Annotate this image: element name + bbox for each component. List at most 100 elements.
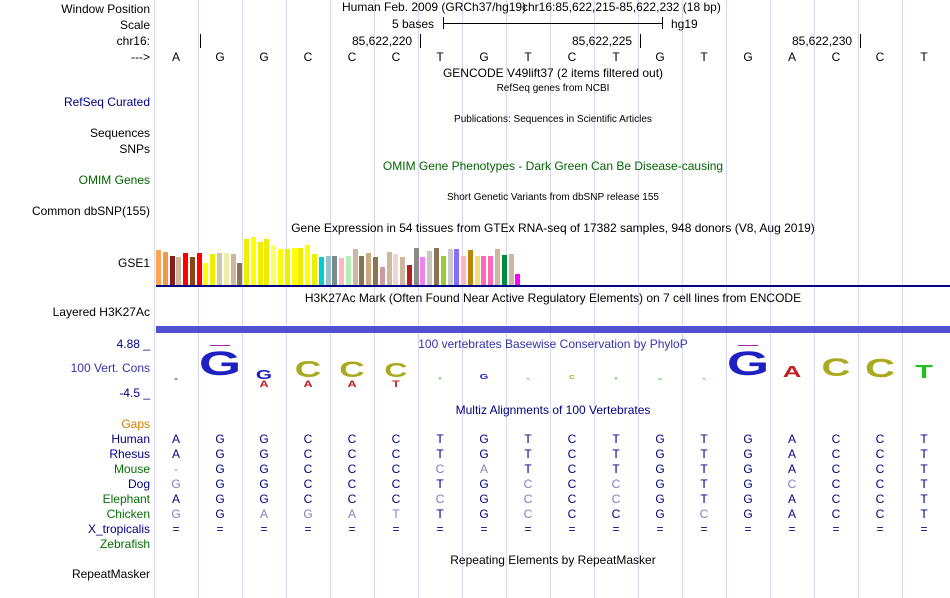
phylop-column[interactable]: C — [556, 347, 588, 383]
gtex-bar[interactable] — [332, 256, 338, 285]
label-common-dbsnp[interactable]: Common dbSNP(155) — [31, 204, 150, 218]
gtex-bar[interactable] — [406, 265, 412, 285]
phylop-track-title[interactable]: 100 vertebrates Basewise Conservation by… — [418, 337, 688, 351]
gtex-bar[interactable] — [386, 252, 392, 285]
gtex-bar[interactable] — [189, 257, 195, 285]
gtex-bar[interactable] — [508, 254, 514, 285]
gtex-bar[interactable] — [176, 257, 182, 285]
gtex-bar[interactable] — [339, 258, 345, 285]
gtex-bar[interactable] — [400, 257, 406, 285]
label-sequences[interactable]: Sequences — [89, 126, 150, 140]
phylop-column[interactable]: T — [512, 347, 544, 383]
browser-track-area[interactable]: Human Feb. 2009 (GRCh37/hg19) chr16:85,6… — [154, 0, 950, 598]
gtex-bar[interactable] — [250, 237, 256, 285]
gtex-bar[interactable] — [352, 249, 358, 285]
gtex-bar[interactable] — [427, 251, 433, 285]
omim-track-title[interactable]: OMIM Gene Phenotypes - Dark Green Can Be… — [382, 159, 724, 173]
phylop-column[interactable]: T — [908, 347, 940, 383]
gtex-bar[interactable] — [488, 256, 494, 285]
gtex-bar[interactable] — [366, 253, 372, 285]
phylop-column[interactable]: C — [864, 347, 896, 383]
label-repeatmasker[interactable]: RepeatMasker — [71, 567, 150, 581]
gtex-bar[interactable] — [244, 239, 250, 285]
species-label[interactable]: Mouse — [113, 462, 150, 476]
gtex-bar[interactable] — [447, 249, 453, 285]
gtex-bar[interactable] — [298, 248, 304, 285]
label-refseq-curated[interactable]: RefSeq Curated — [63, 95, 150, 109]
species-label[interactable]: X_tropicalis — [87, 522, 150, 536]
species-label[interactable]: Zebrafish — [99, 537, 150, 551]
gtex-bar[interactable] — [359, 256, 365, 285]
species-label[interactable]: Human — [111, 432, 150, 446]
h3k27ac-signal[interactable] — [156, 326, 950, 333]
gtex-bar[interactable] — [515, 274, 521, 285]
gtex-bar[interactable] — [461, 256, 467, 285]
label-gaps[interactable]: Gaps — [121, 417, 150, 431]
phylop-column[interactable]: C — [820, 347, 852, 383]
gtex-bar[interactable] — [183, 253, 189, 285]
gtex-bar[interactable] — [196, 253, 202, 285]
gtex-bar[interactable] — [433, 248, 439, 285]
phylop-column[interactable]: G — [727, 345, 769, 383]
h3k27ac-track-title[interactable]: H3K27Ac Mark (Often Found Near Active Re… — [304, 291, 802, 305]
gtex-bar[interactable] — [210, 254, 216, 285]
gtex-bar[interactable] — [325, 256, 331, 285]
phylop-column[interactable]: G — [199, 345, 241, 383]
gtex-bar[interactable] — [495, 249, 500, 285]
gtex-bar[interactable] — [162, 252, 168, 285]
dbsnp-track-title[interactable]: Short Genetic Variants from dbSNP releas… — [447, 192, 659, 203]
gtex-bar[interactable] — [318, 257, 324, 285]
phylop-column[interactable]: G — [644, 347, 676, 383]
gtex-bar[interactable] — [284, 249, 290, 285]
label-snps[interactable]: SNPs — [119, 142, 150, 156]
gtex-bar[interactable] — [257, 242, 263, 285]
gtex-bar[interactable] — [156, 250, 161, 285]
gencode-track-title[interactable]: GENCODE V49lift37 (2 items filtered out) — [442, 66, 664, 80]
gtex-bar[interactable] — [501, 255, 507, 285]
species-label[interactable]: Chicken — [106, 507, 150, 521]
gtex-bar[interactable] — [474, 256, 480, 285]
gtex-bar[interactable] — [420, 257, 426, 285]
gtex-bar[interactable] — [264, 239, 270, 285]
phylop-column[interactable]: A — [776, 347, 808, 383]
gtex-bar[interactable] — [440, 256, 446, 285]
phylop-column[interactable]: T — [600, 347, 632, 383]
gtex-bar[interactable] — [223, 253, 229, 285]
phylop-column[interactable]: A — [160, 347, 192, 383]
phylop-column[interactable]: T — [688, 347, 720, 383]
gtex-bar[interactable] — [278, 249, 284, 285]
refseq-track-title[interactable]: RefSeq genes from NCBI — [496, 83, 610, 94]
gtex-bar[interactable] — [372, 257, 378, 285]
gtex-bar[interactable] — [379, 267, 385, 285]
gtex-track-title[interactable]: Gene Expression in 54 tissues from GTEx … — [291, 221, 815, 235]
gtex-bar[interactable] — [217, 253, 223, 285]
gtex-bar[interactable] — [345, 256, 351, 285]
gtex-bar[interactable] — [237, 263, 243, 285]
gtex-bar[interactable] — [393, 254, 399, 285]
gtex-bar[interactable] — [291, 248, 297, 285]
gtex-bar[interactable] — [481, 256, 487, 285]
species-label[interactable]: Dog — [127, 477, 150, 491]
multiz-track-title[interactable]: Multiz Alignments of 100 Vertebrates — [455, 403, 651, 417]
label-gse1[interactable]: GSE1 — [117, 256, 150, 270]
gtex-bar[interactable] — [454, 249, 460, 285]
label-omim-genes[interactable]: OMIM Genes — [78, 173, 150, 187]
gtex-bar[interactable] — [169, 256, 175, 285]
label-100-vert-cons[interactable]: 100 Vert. Cons — [70, 361, 150, 375]
label-layered-h3k27ac[interactable]: Layered H3K27Ac — [52, 305, 150, 319]
gtex-bar[interactable] — [305, 245, 311, 285]
gtex-bar[interactable] — [311, 254, 317, 285]
gtex-bar[interactable] — [467, 250, 473, 285]
repeatmasker-track-title[interactable]: Repeating Elements by RepeatMasker — [450, 553, 656, 567]
gtex-bar[interactable] — [413, 248, 419, 285]
gtex-bar-chart[interactable] — [156, 237, 950, 285]
phylop-column[interactable]: G — [468, 347, 500, 383]
publications-track-title[interactable]: Publications: Sequences in Scientific Ar… — [454, 114, 652, 125]
gtex-bar[interactable] — [230, 254, 236, 285]
phylop-column[interactable]: T — [424, 347, 456, 383]
